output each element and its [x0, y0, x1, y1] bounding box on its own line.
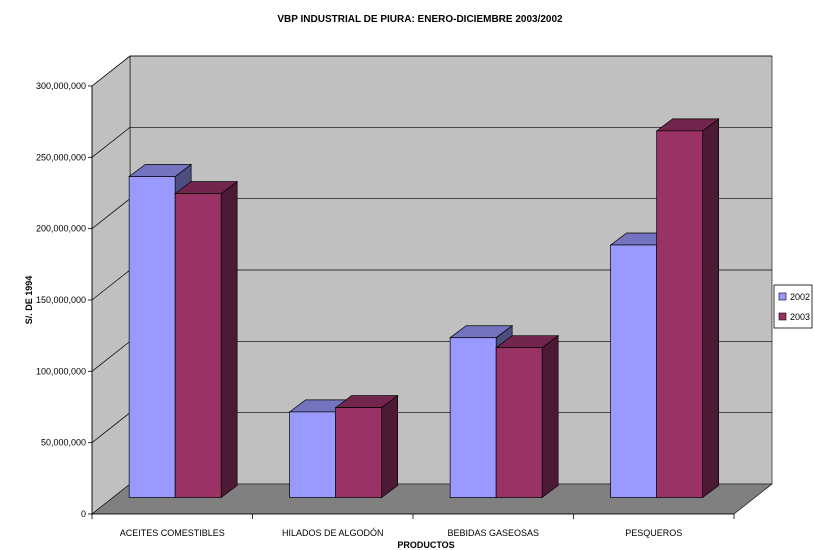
legend-swatch-2002: [778, 292, 787, 301]
bar-2003-0: [174, 193, 222, 498]
legend-label-2002: 2002: [790, 292, 810, 302]
bar-2002-3: [610, 244, 658, 498]
y-tick-label: 150,000,000: [36, 295, 86, 305]
bar-side-2003: [220, 180, 238, 499]
bar-2002-2: [449, 337, 497, 498]
bar-2002-0: [128, 176, 176, 498]
bar-side-2003: [381, 394, 398, 499]
bars: [128, 118, 720, 499]
x-axis-title: PRODUCTOS: [397, 540, 454, 550]
y-axis-title: S/. DE 1994: [24, 276, 34, 325]
y-tick-label: 50,000,000: [41, 438, 86, 448]
y-ticks: 0 50,000,000 100,000,000 150,000,000 200,000…: [36, 81, 92, 519]
x-tick-labels: ACEITES COMESTIBLES HILADOS DE ALGODÓN BEB…: [120, 528, 683, 538]
legend: 2002 2003: [773, 284, 813, 329]
bar-side-2003: [702, 118, 720, 499]
bar-2003-3: [656, 130, 704, 498]
x-tick-label: BEBIDAS GASEOSAS: [447, 528, 539, 538]
x-tick-label: PESQUEROS: [625, 528, 682, 538]
legend-label-2003: 2003: [790, 312, 810, 322]
chart-title: VBP INDUSTRIAL DE PIURA: ENERO-DICIEMBRE…: [277, 14, 563, 25]
gridline: [91, 55, 772, 87]
y-tick-label: 250,000,000: [36, 152, 86, 162]
legend-swatch-2003: [778, 312, 787, 321]
x-tick-label: HILADOS DE ALGODÓN: [282, 528, 384, 538]
bar-2003-2: [495, 347, 543, 498]
y-tick-label: 0: [81, 509, 86, 519]
y-tick-label: 200,000,000: [36, 224, 86, 234]
x-tick-label: ACEITES COMESTIBLES: [120, 528, 225, 538]
legend-box: [773, 284, 813, 329]
y-tick-label: 300,000,000: [36, 81, 86, 91]
y-tick-label: 100,000,000: [36, 366, 86, 376]
bar-2002-1: [289, 411, 336, 498]
gridline: [91, 126, 772, 158]
bar-2003-1: [335, 407, 382, 498]
bar-side-2003: [541, 335, 559, 499]
